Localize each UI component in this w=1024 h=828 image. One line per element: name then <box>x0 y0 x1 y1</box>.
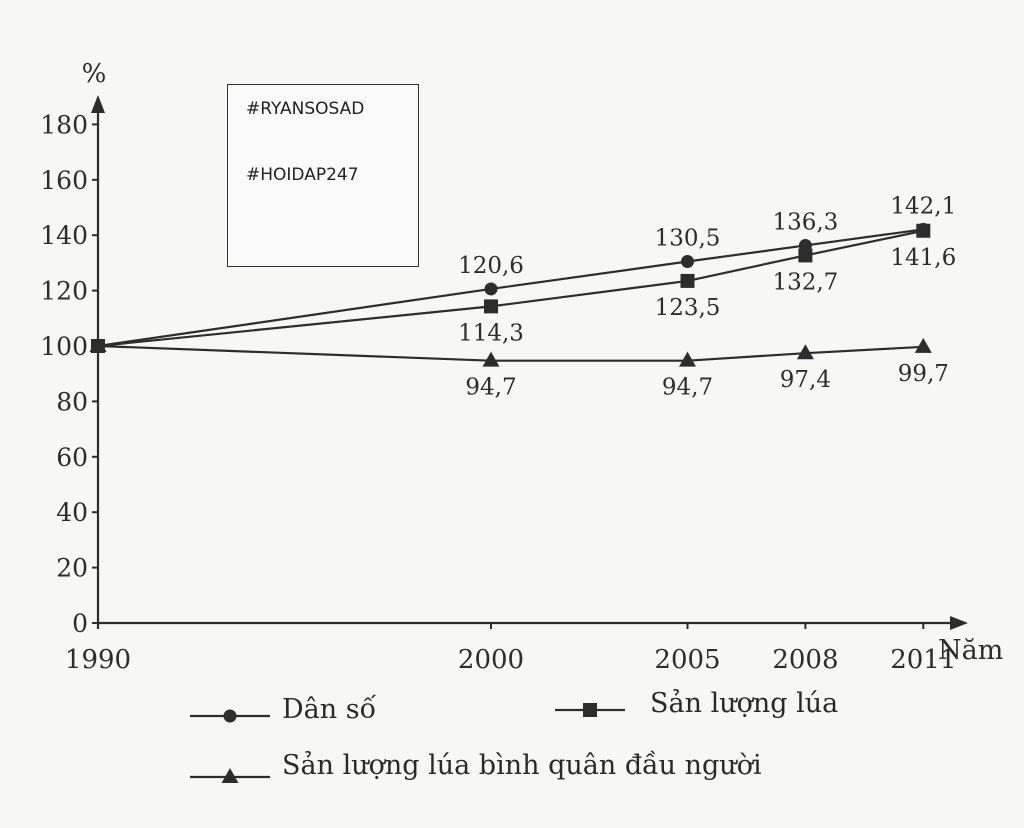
data-label: 99,7 <box>898 361 949 387</box>
x-tick-label: 2005 <box>654 645 720 675</box>
data-label: 132,7 <box>772 269 838 295</box>
legend-marker <box>221 768 239 783</box>
y-tick-label: 80 <box>56 387 88 416</box>
legend-label-san-luong-lua: Sản lượng lúa <box>650 688 839 719</box>
data-point <box>484 299 498 314</box>
watermark-line-1: #RYANSOSAD <box>246 99 365 119</box>
x-tick-label: 2011 <box>890 645 956 675</box>
y-tick-label: 180 <box>40 110 88 139</box>
y-tick-label: 140 <box>40 221 88 250</box>
y-tick-label: 120 <box>40 277 88 306</box>
data-label: 97,4 <box>780 367 831 393</box>
y-tick-label: 40 <box>56 498 88 527</box>
data-label: 141,6 <box>890 245 956 271</box>
data-point <box>484 282 498 296</box>
watermark-box: #RYANSOSAD #HOIDAP247 <box>227 84 419 267</box>
legend-label-binh-quan: Sản lượng lúa bình quân đầu người <box>282 750 762 781</box>
chart-axes: % Năm 0 20 40 60 80 100 120 140 160 180 1990 2000 2005… <box>40 59 1003 675</box>
legend-marker <box>583 703 597 717</box>
y-tick-label: 160 <box>40 166 88 195</box>
data-point <box>679 351 696 367</box>
x-axis-arrow <box>950 616 968 630</box>
data-point <box>482 351 500 367</box>
y-axis-arrow <box>91 95 105 113</box>
y-tick-label: 0 <box>72 609 88 638</box>
data-label: 136,3 <box>772 209 838 235</box>
data-markers <box>89 222 932 367</box>
x-axis-label: Năm <box>938 635 1003 666</box>
data-point <box>680 273 695 288</box>
watermark-line-2: #HOIDAP247 <box>246 165 359 185</box>
data-label: 94,7 <box>465 375 516 401</box>
y-tick-label: 60 <box>56 443 88 472</box>
data-label: 94,7 <box>662 375 713 401</box>
data-label: 123,5 <box>655 295 721 321</box>
data-point <box>798 248 813 263</box>
y-tick-label: 20 <box>56 554 88 583</box>
data-label: 130,5 <box>655 226 721 252</box>
y-axis-unit-label: % <box>82 59 107 89</box>
data-labels: 120,6 130,5 136,3 142,1 114,3 123,5 132,7 141,6… <box>458 193 956 400</box>
y-tick-label: 100 <box>40 332 88 361</box>
x-tick-label: 1990 <box>65 645 131 675</box>
x-tick-label: 2000 <box>458 645 524 675</box>
data-label: 120,6 <box>458 253 524 279</box>
data-point <box>916 223 931 238</box>
data-label: 142,1 <box>890 193 956 219</box>
data-point <box>914 337 932 353</box>
data-point <box>89 337 107 352</box>
legend-marks <box>190 703 625 783</box>
data-point <box>796 344 814 360</box>
x-tick-label: 2008 <box>772 645 838 675</box>
legend-label-dan-so: Dân số <box>282 694 377 725</box>
data-label: 114,3 <box>458 320 524 346</box>
legend-marker <box>223 709 237 723</box>
data-point <box>681 255 694 269</box>
